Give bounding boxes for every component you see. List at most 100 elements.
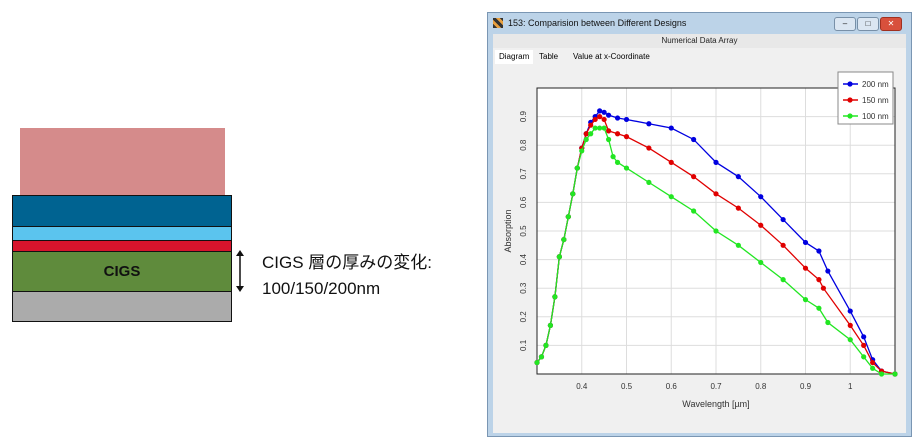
data-point — [758, 259, 764, 266]
x-tick-label: 0.9 — [800, 382, 812, 391]
window-title: 153: Comparision between Different Desig… — [508, 18, 687, 28]
data-point — [820, 285, 827, 291]
data-point — [780, 277, 786, 283]
data-point — [780, 216, 786, 223]
data-point — [735, 174, 741, 180]
data-point — [583, 131, 589, 137]
data-point — [802, 297, 809, 303]
layer-cigs: CIGS — [12, 251, 232, 291]
y-axis-label: Absorption — [503, 209, 513, 252]
x-tick-label: 1 — [848, 382, 853, 391]
data-point — [561, 236, 567, 243]
data-point — [583, 136, 589, 143]
data-point — [713, 159, 719, 165]
legend-label: 100 nm — [862, 112, 889, 121]
data-point — [556, 254, 562, 260]
data-point — [588, 122, 594, 128]
data-point — [861, 342, 867, 348]
title-bar[interactable]: 153: Comparision between Different Desig… — [488, 13, 911, 34]
data-point — [668, 125, 674, 131]
data-point — [646, 145, 652, 151]
data-point — [646, 179, 652, 185]
data-point — [588, 131, 594, 137]
layer-buffer — [12, 226, 232, 240]
data-point — [623, 116, 630, 123]
legend-marker — [847, 81, 853, 87]
tab-diagram[interactable]: Diagram — [495, 50, 534, 64]
data-point — [878, 371, 885, 377]
data-point — [816, 305, 822, 311]
data-point — [614, 131, 621, 137]
data-point — [691, 136, 697, 143]
layer-red — [12, 240, 232, 251]
data-point — [870, 359, 876, 366]
x-tick-label: 0.6 — [666, 382, 678, 391]
legend-label: 200 nm — [862, 80, 889, 89]
layer-substrate — [12, 291, 232, 322]
data-point — [758, 222, 764, 228]
data-point — [597, 125, 603, 131]
y-tick-label: 0.4 — [519, 253, 528, 265]
data-point — [713, 228, 719, 234]
subtitle-bar: Numerical Data Array — [493, 34, 906, 48]
data-point — [861, 334, 867, 340]
tab-value-at-x[interactable]: Value at x-Coordinate — [573, 52, 650, 61]
data-point — [735, 205, 741, 211]
data-point — [570, 191, 576, 197]
data-point — [606, 128, 612, 134]
y-tick-label: 0.5 — [519, 225, 528, 237]
layer-window — [12, 195, 232, 226]
data-point — [668, 159, 674, 165]
legend-label: 150 nm — [862, 96, 889, 105]
layer-top — [20, 128, 225, 195]
data-point — [565, 214, 571, 220]
tab-bar: Diagram Table Value at x-Coordinate — [493, 48, 906, 64]
caption-line2: 100/150/200nm — [262, 279, 381, 298]
data-point — [601, 116, 607, 123]
close-button[interactable]: ✕ — [880, 17, 902, 31]
x-tick-label: 0.5 — [621, 382, 633, 391]
legend-marker — [847, 97, 853, 103]
tab-table[interactable]: Table — [539, 52, 559, 61]
cigs-label: CIGS — [103, 263, 141, 280]
data-point — [691, 174, 697, 180]
data-point — [601, 109, 607, 115]
data-point — [601, 125, 607, 131]
thickness-arrow-icon — [236, 250, 244, 292]
data-point — [847, 308, 853, 314]
maximize-button[interactable]: □ — [857, 17, 879, 31]
data-point — [816, 277, 822, 283]
data-point — [534, 359, 540, 366]
x-axis-label: Wavelength [µm] — [682, 399, 749, 409]
y-tick-label: 0.1 — [519, 339, 528, 351]
data-point — [623, 134, 630, 140]
data-point — [735, 242, 741, 248]
data-point — [668, 194, 674, 200]
plot-frame — [536, 87, 896, 375]
data-point — [614, 115, 621, 121]
data-point — [892, 371, 898, 377]
data-point — [825, 319, 831, 326]
y-tick-label: 0.2 — [519, 311, 528, 323]
data-point — [552, 294, 558, 300]
minimize-button[interactable]: – — [834, 17, 856, 31]
data-point — [547, 322, 554, 328]
data-point — [606, 112, 612, 118]
data-point — [861, 354, 867, 360]
data-point — [646, 121, 652, 127]
x-tick-label: 0.4 — [576, 382, 588, 391]
data-point — [543, 342, 549, 348]
data-point — [579, 148, 585, 154]
data-point — [825, 268, 831, 274]
legend-marker — [847, 113, 853, 119]
y-tick-label: 0.7 — [519, 168, 528, 180]
data-point — [538, 354, 545, 360]
x-tick-label: 0.8 — [755, 382, 767, 391]
data-point — [623, 165, 630, 171]
y-tick-label: 0.6 — [519, 196, 528, 208]
y-tick-label: 0.9 — [519, 110, 528, 122]
x-tick-label: 0.7 — [710, 382, 722, 391]
y-tick-label: 0.3 — [519, 282, 528, 294]
data-point — [870, 365, 876, 371]
data-point — [780, 242, 786, 248]
